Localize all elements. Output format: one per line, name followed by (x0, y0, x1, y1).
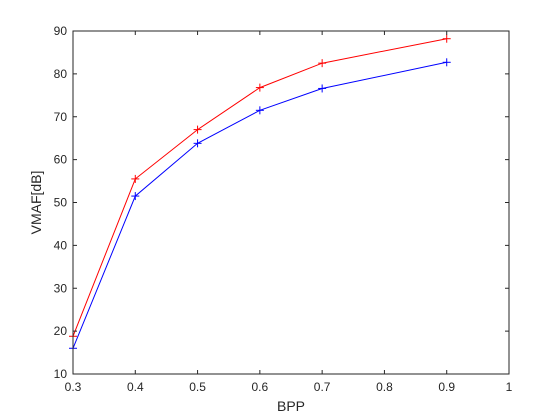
y-tick-label: 60 (54, 153, 68, 167)
series-line-1 (72, 61, 447, 349)
y-tick-label: 50 (54, 196, 68, 210)
x-tick-label: 0.3 (65, 380, 82, 394)
x-axis: 0.3 0.4 0.5 0.6 0.7 0.8 0.9 1 (65, 31, 513, 394)
x-axis-label: BPP (277, 398, 305, 414)
x-tick-label: 0.8 (376, 380, 393, 394)
x-tick-label: 0.5 (189, 380, 206, 394)
data-point-marker (318, 84, 327, 93)
data-point-marker (442, 34, 451, 43)
data-point-marker (131, 192, 140, 201)
data-point-marker (255, 83, 264, 92)
x-tick-label: 0.6 (252, 380, 269, 394)
y-tick-label: 20 (54, 324, 68, 338)
plot-area (73, 31, 509, 374)
y-axis: 10 20 30 40 50 60 70 80 90 (54, 24, 509, 381)
x-tick-label: 0.9 (438, 380, 455, 394)
x-tick-label: 1 (506, 380, 513, 394)
data-point-marker (131, 174, 140, 183)
x-tick-label: 0.7 (314, 380, 331, 394)
series-line-0 (72, 38, 447, 337)
y-tick-label: 30 (54, 281, 68, 295)
data-point-marker (193, 139, 202, 148)
y-tick-label: 90 (54, 24, 68, 38)
data-point-marker (193, 125, 202, 134)
data-point-marker (442, 58, 451, 67)
data-point-marker (255, 106, 264, 115)
y-tick-label: 70 (54, 110, 68, 124)
data-point-marker (318, 59, 327, 68)
series-layer (69, 34, 451, 353)
y-axis-label: VMAF[dB] (28, 171, 44, 235)
y-tick-label: 80 (54, 67, 68, 81)
x-tick-label: 0.4 (127, 380, 144, 394)
y-tick-label: 40 (54, 238, 68, 252)
y-tick-label: 10 (54, 367, 68, 381)
